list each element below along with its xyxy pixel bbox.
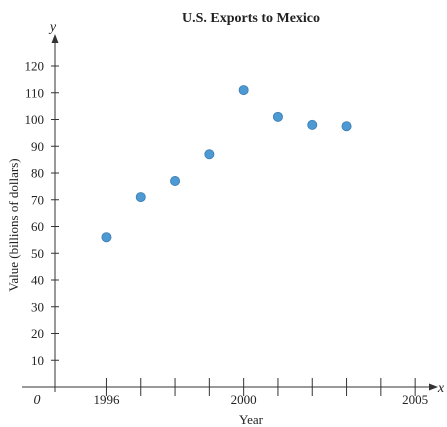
- y-tick-label: 40: [31, 273, 44, 288]
- y-tick-label: 10: [31, 353, 44, 368]
- data-point: [239, 85, 248, 94]
- x-tick-label: 1996: [93, 392, 120, 407]
- axes: [22, 34, 438, 392]
- y-tick-label: 30: [31, 299, 44, 314]
- x-tick-label: 2005: [402, 392, 428, 407]
- origin-label: 0: [34, 393, 41, 408]
- data-points: [102, 85, 351, 241]
- y-axis-label: Value (billions of dollars): [6, 158, 21, 291]
- x-axis-arrow: [429, 384, 438, 391]
- y-tick-label: 50: [31, 246, 44, 261]
- data-point: [102, 233, 111, 242]
- y-tick-label: 20: [31, 326, 44, 341]
- data-point: [136, 192, 145, 201]
- chart-title: U.S. Exports to Mexico: [182, 11, 320, 26]
- data-point: [273, 112, 282, 121]
- x-tick-label: 2000: [231, 392, 257, 407]
- y-tick-label: 120: [25, 59, 45, 74]
- data-point: [308, 120, 317, 129]
- y-axis-letter: y: [48, 20, 57, 35]
- y-tick-label: 60: [31, 219, 44, 234]
- ticks: 10 20 30 40 50 60 70 80 90 100 110 120 1996 2000 2005: [25, 59, 429, 408]
- y-tick-label: 80: [31, 166, 44, 181]
- y-axis-arrow: [52, 34, 59, 43]
- y-tick-label: 110: [25, 85, 44, 100]
- y-tick-label: 90: [31, 139, 44, 154]
- data-point: [205, 150, 214, 159]
- data-point: [170, 176, 179, 185]
- y-tick-label: 70: [31, 192, 44, 207]
- y-tick-label: 100: [25, 112, 45, 127]
- data-point: [342, 122, 351, 131]
- x-axis-letter: x: [437, 381, 445, 396]
- x-axis-label: Year: [239, 412, 264, 427]
